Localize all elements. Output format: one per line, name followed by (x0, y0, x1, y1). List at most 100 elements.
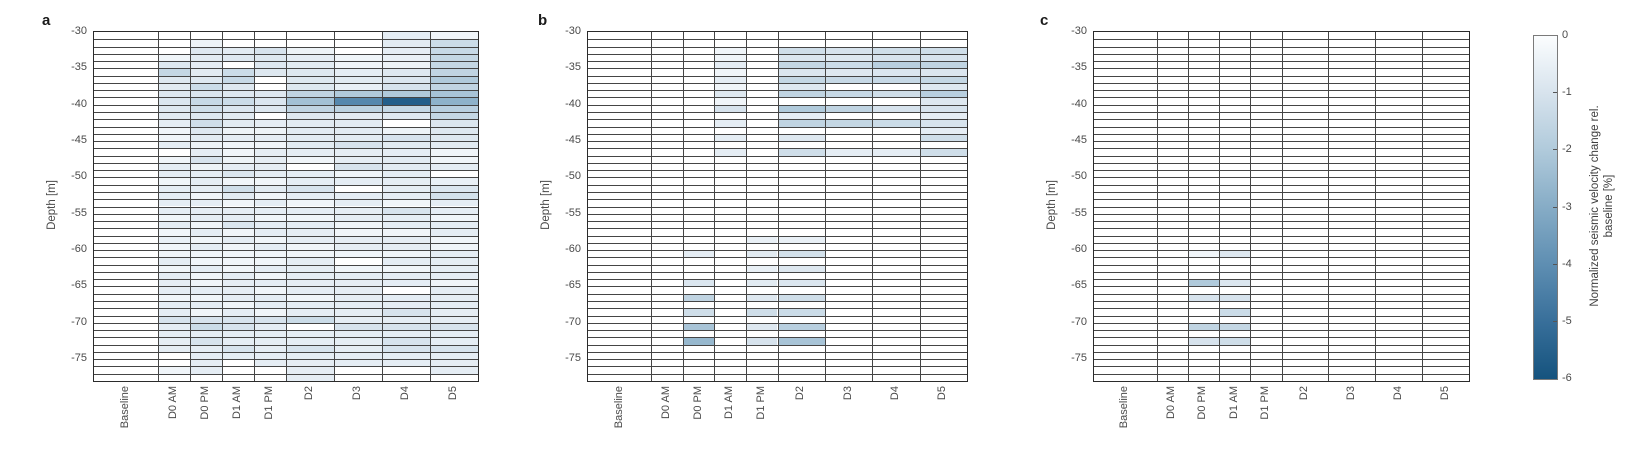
heatmap-cell (430, 359, 478, 367)
heatmap-cell (286, 366, 334, 374)
heatmap-cell (190, 301, 222, 309)
heatmap-cell (430, 184, 478, 192)
heatmap-cell (334, 61, 382, 69)
heatmap-cell (254, 264, 286, 272)
heatmap-cell (430, 191, 478, 200)
heatmap-cell (714, 53, 746, 62)
heatmap-cell (222, 82, 254, 91)
heatmap-cell (222, 119, 254, 127)
heatmap-cell (158, 308, 190, 316)
column-gridline (824, 32, 826, 381)
heatmap-cell (190, 337, 222, 345)
heatmap-cell (777, 46, 825, 54)
heatmap-cell (430, 97, 478, 105)
heatmap-cell (158, 184, 190, 192)
colorbar-tick-label: -5 (1562, 315, 1572, 327)
heatmap-cell (254, 155, 286, 163)
heatmap-cell (222, 97, 254, 105)
heatmap-cell (334, 235, 382, 243)
y-axis-label-c: Depth [m] (1046, 180, 1058, 230)
x-tick-label: D3 (1345, 386, 1357, 401)
heatmap-cell (382, 330, 430, 338)
heatmap-cell (222, 337, 254, 345)
heatmap-cell (430, 257, 478, 265)
heatmap-cell (430, 250, 478, 258)
heatmap-cell (222, 184, 254, 192)
heatmap-cell (430, 68, 478, 76)
heatmap-cell (430, 228, 478, 236)
column-gridline (1250, 32, 1252, 381)
heatmap-cell (254, 184, 286, 192)
heatmap-cell (745, 235, 778, 243)
heatmap-cell (382, 82, 430, 91)
heatmap-cell (222, 104, 254, 112)
heatmap-cell (382, 242, 430, 251)
heatmap-panel-a (93, 31, 479, 382)
heatmap-cell (286, 242, 334, 251)
heatmap-cell (158, 133, 190, 142)
heatmap-cell (190, 322, 222, 331)
heatmap-cell (334, 111, 382, 120)
heatmap-cell (714, 82, 746, 91)
heatmap-cell (777, 337, 825, 345)
heatmap-cell (334, 141, 382, 149)
heatmap-cell (286, 90, 334, 98)
heatmap-cell (158, 235, 190, 243)
heatmap-cell (190, 141, 222, 149)
heatmap-cell (222, 126, 254, 134)
heatmap-cell (382, 337, 430, 345)
colorbar-tick-label: -3 (1562, 201, 1572, 213)
heatmap-cell (382, 344, 430, 352)
y-tick-label: -35 (71, 61, 87, 73)
heatmap-cell (382, 97, 430, 105)
heatmap-cell (190, 184, 222, 192)
heatmap-cell (745, 308, 778, 316)
heatmap-cell (254, 170, 286, 178)
heatmap-cell (222, 322, 254, 331)
heatmap-cell (158, 162, 190, 171)
y-tick-label: -55 (565, 207, 581, 219)
heatmap-cell (430, 344, 478, 352)
heatmap-cell (190, 111, 222, 120)
heatmap-cell (190, 286, 222, 294)
heatmap-cell (254, 279, 286, 287)
heatmap-cell (222, 177, 254, 185)
heatmap-cell (334, 286, 382, 294)
heatmap-cell (286, 351, 334, 360)
heatmap-cell (190, 104, 222, 112)
heatmap-cell (714, 104, 746, 112)
heatmap-cell (334, 315, 382, 323)
heatmap-cell (254, 162, 286, 171)
heatmap-cell (190, 271, 222, 280)
heatmap-cell (777, 82, 825, 91)
x-tick-label: D3 (842, 386, 854, 401)
heatmap-cell (254, 308, 286, 316)
heatmap-cell (334, 242, 382, 251)
heatmap-cell (430, 330, 478, 338)
heatmap-cell (222, 53, 254, 62)
heatmap-panel-c (1093, 31, 1470, 382)
heatmap-cell (222, 344, 254, 352)
heatmap-cell (222, 90, 254, 98)
heatmap-cell (919, 126, 967, 134)
heatmap-cell (872, 46, 920, 54)
x-tick-label: D1 AM (231, 386, 243, 420)
heatmap-cell (254, 148, 286, 156)
heatmap-cell (1187, 250, 1219, 258)
heatmap-cell (777, 322, 825, 331)
heatmap-cell (286, 199, 334, 207)
heatmap-cell (254, 242, 286, 251)
heatmap-cell (382, 104, 430, 112)
heatmap-cell (1219, 250, 1251, 258)
x-tick-label: D5 (1439, 386, 1451, 401)
heatmap-cell (430, 322, 478, 331)
heatmap-cell (430, 155, 478, 163)
heatmap-cell (334, 213, 382, 222)
column-gridline (158, 32, 159, 381)
y-tick-label: -65 (1071, 279, 1087, 291)
heatmap-cell (222, 257, 254, 265)
heatmap-cell (254, 359, 286, 367)
heatmap-cell (190, 206, 222, 214)
x-tick-label: D0 PM (692, 386, 704, 420)
colorbar-tick-label: -4 (1562, 258, 1572, 270)
